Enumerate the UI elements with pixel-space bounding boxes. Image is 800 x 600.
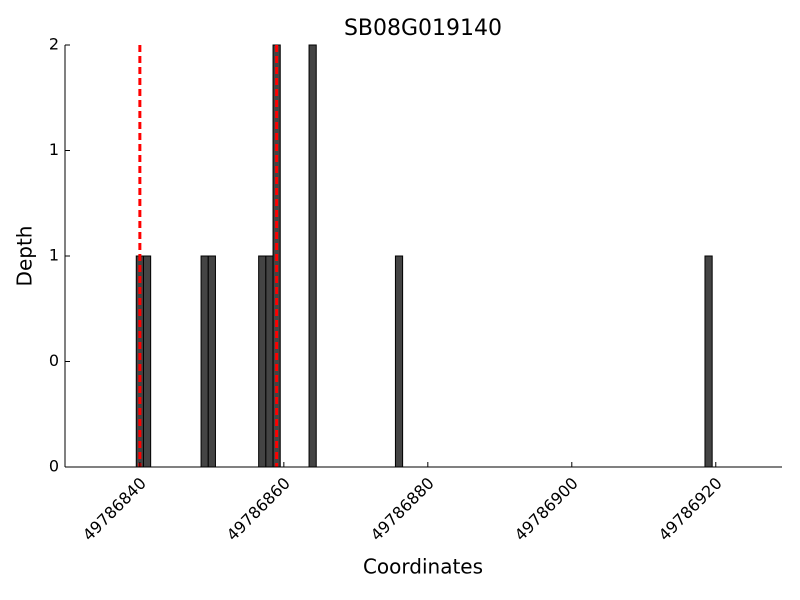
bar — [207, 255, 216, 468]
bar — [394, 255, 404, 468]
x-tick-label: 49786900 — [511, 474, 582, 545]
bar — [704, 255, 713, 468]
bar — [258, 255, 267, 468]
bar — [308, 44, 317, 468]
x-tick-label: 49786880 — [367, 474, 438, 545]
y-tick-label: 1 — [49, 246, 59, 265]
x-axis-label: Coordinates — [363, 555, 483, 579]
x-tick-label: 49786920 — [655, 474, 726, 545]
x-tick-label: 49786860 — [223, 474, 294, 545]
bar — [200, 255, 209, 468]
y-tick-label: 0 — [49, 351, 59, 370]
y-tick-label: 2 — [49, 35, 59, 54]
y-axis-label: Depth — [13, 226, 37, 287]
bar — [142, 255, 152, 468]
bar — [265, 255, 274, 468]
y-tick-label: 0 — [49, 457, 59, 476]
x-tick-label: 49786840 — [79, 474, 150, 545]
chart-title: SB08G019140 — [344, 16, 502, 41]
y-tick-label: 1 — [49, 140, 59, 159]
